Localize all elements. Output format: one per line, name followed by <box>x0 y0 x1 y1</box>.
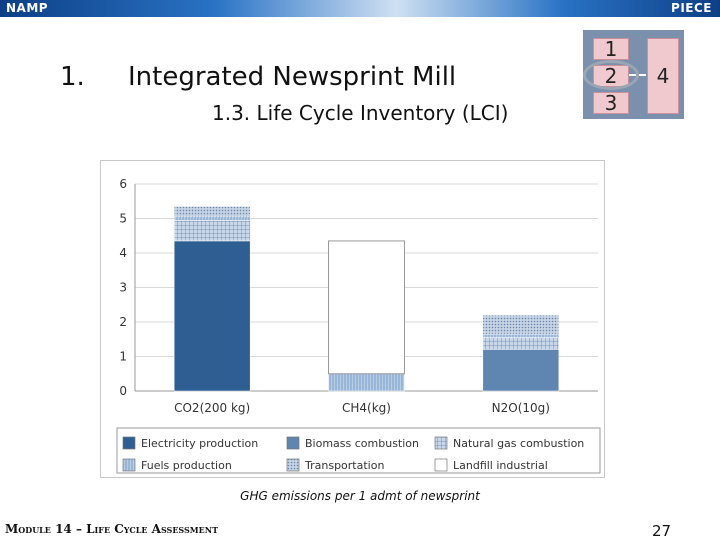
y-tick-label: 0 <box>119 384 127 398</box>
legend-label: Natural gas combustion <box>453 437 584 450</box>
legend-swatch <box>122 458 136 472</box>
legend-label: Fuels production <box>141 459 232 472</box>
x-tick-label: CH4(kg) <box>342 401 391 415</box>
stage-highlight-ring <box>583 60 639 90</box>
legend-label: Electricity production <box>141 437 258 450</box>
top-banner: NAMP PIECE <box>0 0 720 17</box>
legend-swatch <box>122 436 136 450</box>
page-number: 27 <box>652 522 672 540</box>
legend-swatch <box>286 436 300 450</box>
legend-swatch <box>434 436 448 450</box>
legend-label: Biomass combustion <box>305 437 419 450</box>
bar-segment <box>173 206 251 218</box>
chart-container: 0 1 2 3 4 5 6 CO2(200 kg) CH4(kg) N2O(10g) Electr… <box>100 160 605 478</box>
legend-box <box>116 427 601 474</box>
legend-label: Transportation <box>304 459 384 472</box>
footer-module-title: Module 14 – Life Cycle Assessment <box>5 522 219 536</box>
bar-segment <box>328 373 405 392</box>
y-tick-label: 5 <box>119 212 127 226</box>
header-right-label: PIECE <box>671 1 712 15</box>
bar-segment <box>173 216 251 221</box>
y-tick-label: 2 <box>119 315 127 329</box>
bar-segment <box>173 240 251 392</box>
legend-swatch <box>286 458 300 472</box>
bar-segment <box>173 219 251 242</box>
section-subtitle: 1.3. Life Cycle Inventory (LCI) <box>212 101 509 125</box>
section-number: 1. <box>60 62 85 92</box>
section-title: Integrated Newsprint Mill <box>128 62 457 92</box>
y-tick-label: 6 <box>119 177 127 191</box>
stage-box-3: 3 <box>593 92 629 114</box>
stage-box-1: 1 <box>593 38 629 60</box>
legend-swatch <box>434 458 448 472</box>
bar-segment <box>482 337 560 350</box>
y-tick-label: 4 <box>119 246 127 260</box>
bar-segment <box>482 333 560 338</box>
x-tick-label: CO2(200 kg) <box>174 401 250 415</box>
bar-segment <box>482 314 560 335</box>
stage-box-4: 4 <box>647 38 679 114</box>
bar-segment <box>482 349 560 392</box>
header-left-label: NAMP <box>6 1 49 15</box>
y-tick-label: 3 <box>119 281 127 295</box>
stacked-bar-chart: 0 1 2 3 4 5 6 CO2(200 kg) CH4(kg) N2O(10g) Electr… <box>116 177 601 474</box>
legend-label: Landfill industrial <box>453 459 548 472</box>
x-tick-label: N2O(10g) <box>492 401 550 415</box>
y-tick-label: 1 <box>119 350 127 364</box>
bar-segment <box>328 240 405 375</box>
lifecycle-stage-icon: 1 2 3 4 <box>583 30 684 119</box>
chart-caption: GHG emissions per 1 admt of newsprint <box>240 489 480 503</box>
